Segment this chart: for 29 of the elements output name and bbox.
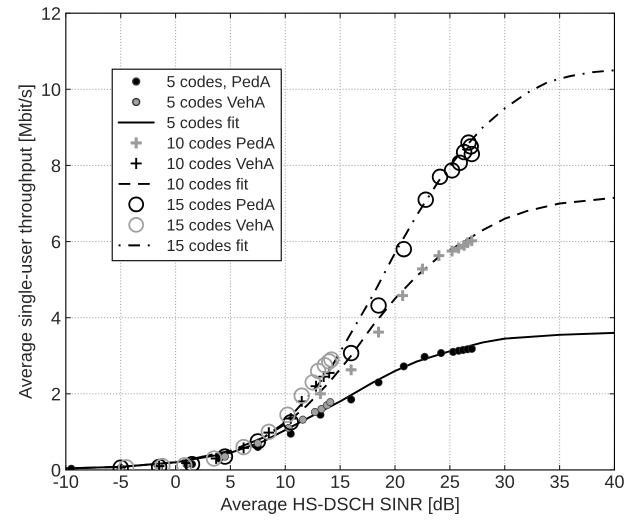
y-tick-label: 6 xyxy=(52,235,60,248)
legend-label: 10 codes VehA xyxy=(168,157,274,170)
x-tick-label: 20 xyxy=(386,475,404,488)
y-tick-label: 8 xyxy=(52,159,60,172)
x-tick-label: 0 xyxy=(171,475,180,488)
y-tick-label: 10 xyxy=(42,83,60,96)
y-tick-label: 2 xyxy=(52,388,60,400)
legend-label: 5 codes, PedA xyxy=(167,76,270,90)
x-tick-label: 30 xyxy=(495,475,514,488)
x-tick-label: 35 xyxy=(550,475,569,488)
y-tick-label: 0 xyxy=(52,464,60,477)
x-axis-title: Average HS-DSCH SINR [dB] xyxy=(220,497,459,514)
legend-label: 15 codes PedA xyxy=(168,198,275,210)
x-tick-label: 15 xyxy=(331,475,350,488)
legend-label: 10 codes fit xyxy=(168,178,248,190)
legend-label: 15 codes VehA xyxy=(168,218,274,231)
legend-label: 5 codes VehA xyxy=(167,96,266,108)
y-tick-label: 4 xyxy=(51,312,60,324)
y-tick-label: 12 xyxy=(42,7,60,20)
x-tick-label: -10 xyxy=(54,475,78,488)
x-tick-label: 10 xyxy=(276,475,295,488)
y-axis-title: Average single-user throughput [Mbit/s] xyxy=(18,85,36,399)
legend-label: 5 codes fit xyxy=(167,116,240,128)
x-tick-label: -5 xyxy=(113,475,128,488)
x-tick-label: 25 xyxy=(440,475,460,488)
x-tick-label: 5 xyxy=(226,475,235,488)
x-tick-label: 40 xyxy=(604,475,624,488)
legend-label: 15 codes fit xyxy=(168,239,248,252)
legend-label: 10 codes PedA xyxy=(168,136,275,149)
